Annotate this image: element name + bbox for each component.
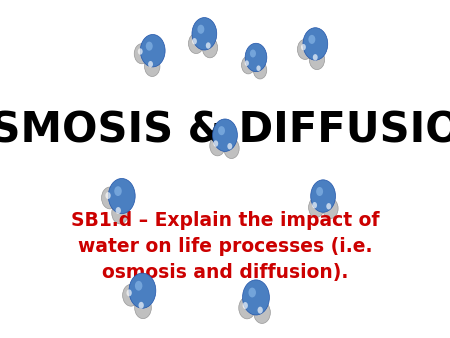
Circle shape [192,18,217,50]
Circle shape [245,43,267,72]
Circle shape [129,273,156,308]
Circle shape [245,60,249,66]
Circle shape [243,302,248,309]
Circle shape [126,289,132,296]
Text: OSMOSIS & DIFFUSION: OSMOSIS & DIFFUSION [0,109,450,151]
Circle shape [308,35,315,44]
Circle shape [326,203,331,210]
Circle shape [309,197,324,217]
Circle shape [227,143,232,149]
Circle shape [189,33,204,53]
Circle shape [144,56,160,76]
Circle shape [105,192,111,199]
Circle shape [138,48,143,55]
Circle shape [212,119,238,151]
Circle shape [243,280,270,315]
Circle shape [224,138,239,159]
Circle shape [135,281,142,291]
Circle shape [192,38,197,45]
Circle shape [123,284,140,306]
Circle shape [248,288,256,297]
Circle shape [303,28,328,60]
Circle shape [323,198,338,219]
Circle shape [309,49,324,70]
Circle shape [213,140,218,147]
Circle shape [108,178,135,214]
Circle shape [135,297,151,319]
Circle shape [139,302,144,309]
Circle shape [206,42,211,49]
Circle shape [114,186,122,196]
Text: SB1.d – Explain the impact of
water on life processes (i.e.
osmosis and diffusio: SB1.d – Explain the impact of water on l… [71,212,379,282]
Circle shape [250,49,256,57]
Circle shape [148,61,153,67]
Circle shape [256,66,261,71]
Circle shape [218,126,225,135]
Circle shape [116,207,121,214]
Circle shape [202,38,218,58]
Circle shape [310,180,336,212]
Circle shape [239,297,256,319]
Circle shape [112,202,128,224]
Circle shape [254,301,270,323]
Circle shape [146,42,153,51]
Circle shape [313,54,318,61]
Circle shape [102,187,118,209]
Circle shape [297,39,313,59]
Circle shape [210,136,225,156]
Circle shape [198,25,204,34]
Circle shape [257,307,263,314]
Circle shape [301,44,306,50]
Circle shape [316,187,323,196]
Circle shape [140,34,165,67]
Circle shape [134,44,149,64]
Circle shape [253,62,267,79]
Circle shape [242,56,255,74]
Circle shape [312,202,317,209]
